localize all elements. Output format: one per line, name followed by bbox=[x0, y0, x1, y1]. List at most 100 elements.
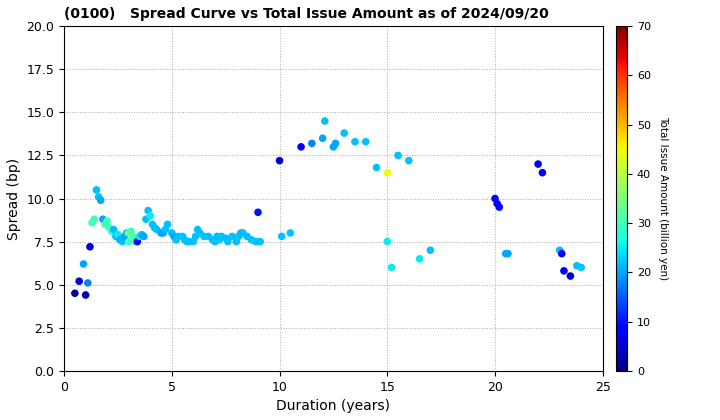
Point bbox=[145, 213, 156, 219]
Point bbox=[213, 236, 225, 243]
Point bbox=[162, 221, 174, 228]
Point bbox=[317, 135, 328, 142]
Point bbox=[207, 236, 219, 243]
Point bbox=[338, 130, 350, 136]
Point bbox=[132, 238, 143, 245]
Point bbox=[564, 273, 576, 279]
Point bbox=[575, 264, 587, 271]
Point bbox=[166, 230, 178, 236]
Point bbox=[89, 216, 100, 223]
Point bbox=[123, 238, 135, 245]
Point bbox=[112, 231, 124, 238]
Point bbox=[119, 233, 130, 240]
Point bbox=[181, 238, 193, 245]
Point bbox=[536, 169, 548, 176]
Point bbox=[121, 230, 132, 236]
Point bbox=[319, 118, 330, 124]
Point bbox=[91, 186, 102, 193]
Point bbox=[532, 161, 544, 168]
Point bbox=[78, 261, 89, 268]
Point bbox=[493, 204, 505, 210]
Point bbox=[95, 197, 107, 204]
Point bbox=[69, 290, 81, 297]
Point bbox=[143, 207, 154, 214]
Point bbox=[149, 224, 161, 231]
Point bbox=[84, 244, 96, 250]
Point bbox=[349, 138, 361, 145]
X-axis label: Duration (years): Duration (years) bbox=[276, 399, 390, 413]
Point bbox=[136, 231, 148, 238]
Point bbox=[490, 195, 501, 202]
Point bbox=[382, 238, 393, 245]
Point bbox=[147, 221, 158, 228]
Point bbox=[104, 224, 115, 231]
Point bbox=[306, 140, 318, 147]
Point bbox=[188, 238, 199, 245]
Point bbox=[86, 219, 98, 226]
Point bbox=[110, 233, 122, 240]
Point bbox=[199, 233, 210, 240]
Point bbox=[571, 262, 582, 269]
Point bbox=[233, 233, 244, 240]
Point bbox=[558, 268, 570, 274]
Point bbox=[554, 247, 565, 254]
Point bbox=[500, 250, 511, 257]
Point bbox=[108, 226, 120, 233]
Point bbox=[97, 216, 109, 223]
Point bbox=[171, 236, 182, 243]
Point bbox=[192, 226, 204, 233]
Point bbox=[117, 238, 128, 245]
Point bbox=[246, 236, 257, 243]
Point bbox=[130, 238, 141, 245]
Point bbox=[502, 250, 513, 257]
Point bbox=[102, 218, 113, 224]
Point bbox=[138, 233, 150, 240]
Point bbox=[226, 233, 238, 240]
Point bbox=[82, 280, 94, 286]
Point bbox=[371, 164, 382, 171]
Point bbox=[276, 233, 287, 240]
Point bbox=[252, 209, 264, 215]
Point bbox=[114, 236, 126, 243]
Point bbox=[274, 157, 285, 164]
Point bbox=[177, 233, 189, 240]
Point bbox=[425, 247, 436, 254]
Point bbox=[254, 238, 266, 245]
Point bbox=[237, 230, 248, 236]
Point bbox=[93, 194, 104, 200]
Point bbox=[73, 278, 85, 285]
Point bbox=[222, 238, 233, 245]
Point bbox=[194, 230, 206, 236]
Point bbox=[414, 255, 426, 262]
Point bbox=[211, 233, 222, 240]
Point bbox=[392, 152, 404, 159]
Point bbox=[125, 228, 137, 235]
Point bbox=[230, 238, 242, 245]
Point bbox=[295, 144, 307, 150]
Point bbox=[492, 200, 503, 207]
Point bbox=[99, 221, 111, 228]
Y-axis label: Total Issue Amount (billion yen): Total Issue Amount (billion yen) bbox=[657, 116, 667, 281]
Point bbox=[215, 233, 227, 240]
Point bbox=[360, 138, 372, 145]
Point bbox=[106, 228, 117, 235]
Text: (0100)   Spread Curve vs Total Issue Amount as of 2024/09/20: (0100) Spread Curve vs Total Issue Amoun… bbox=[64, 7, 549, 21]
Point bbox=[235, 230, 246, 236]
Point bbox=[220, 235, 231, 242]
Point bbox=[179, 236, 191, 243]
Point bbox=[556, 250, 567, 257]
Point bbox=[160, 226, 171, 233]
Y-axis label: Spread (bp): Spread (bp) bbox=[7, 158, 21, 239]
Point bbox=[241, 233, 253, 240]
Point bbox=[386, 264, 397, 271]
Point bbox=[134, 233, 145, 240]
Point bbox=[168, 233, 180, 240]
Point bbox=[209, 238, 220, 245]
Point bbox=[173, 233, 184, 240]
Point bbox=[123, 230, 135, 236]
Point bbox=[127, 233, 139, 240]
Point bbox=[190, 233, 202, 240]
Point bbox=[250, 238, 261, 245]
Point bbox=[330, 140, 341, 147]
Point bbox=[328, 144, 339, 150]
